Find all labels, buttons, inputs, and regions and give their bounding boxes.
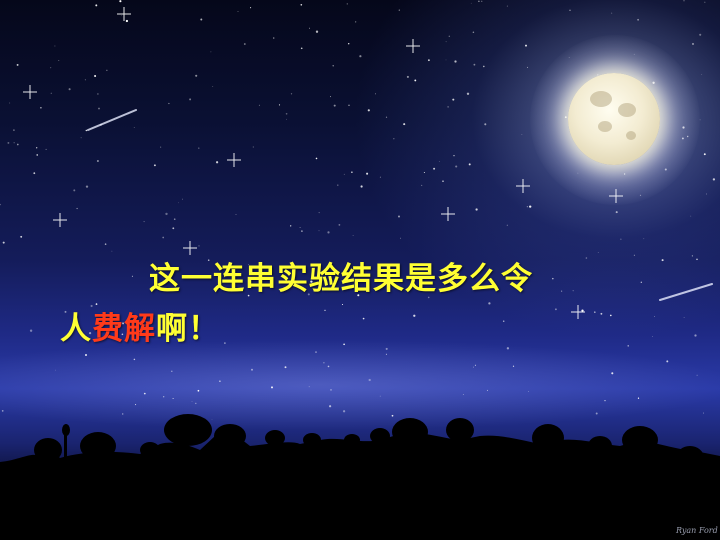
caption-word-exclamation: 啊！ xyxy=(156,311,220,347)
tree-silhouette xyxy=(0,414,720,540)
caption-line-2: 人费解啊！ xyxy=(60,309,220,349)
horizon-haze xyxy=(0,330,720,440)
full-moon xyxy=(568,73,660,165)
caption-emphasis-puzzling: 费解 xyxy=(92,311,156,347)
caption-line-1: 这一连串实验结果是多么令 xyxy=(149,261,533,297)
caption-word-person: 人 xyxy=(60,311,92,347)
artist-signature: Ryan Ford xyxy=(676,526,718,535)
